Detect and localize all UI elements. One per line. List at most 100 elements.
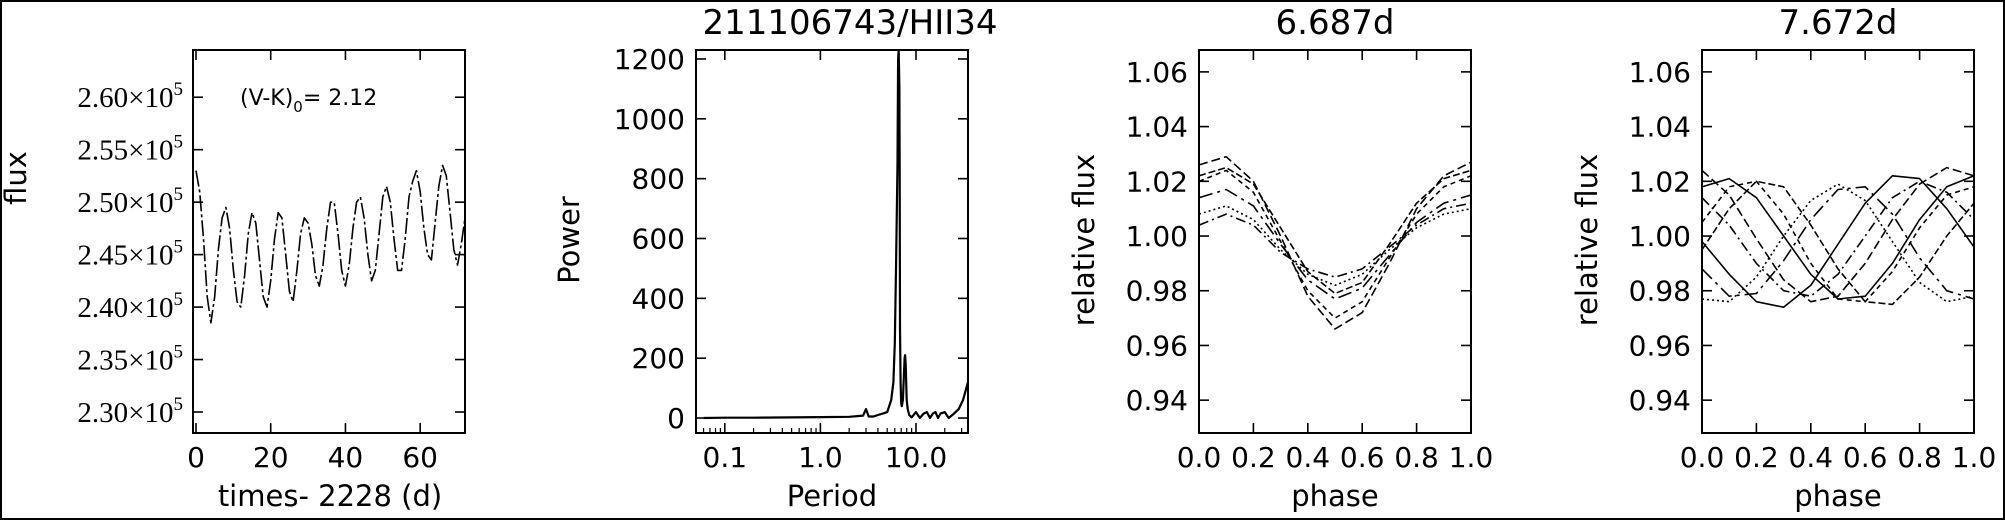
x-tick-label: 0.8 (1897, 441, 1942, 474)
y-tick-label: 0.94 (1629, 384, 1691, 417)
x-tick-label: 1.0 (798, 441, 843, 474)
y-tick-label: 1000 (614, 103, 685, 136)
plot-frame (192, 49, 466, 434)
y-tick-exponent: 5 (174, 289, 184, 310)
light-curve-panel: 0 20 40 602.30×1052.35×1052.40×1052.45×1052… (0, 49, 466, 513)
x-axis-label: Period (787, 479, 877, 513)
x-tick-label: 0.1 (703, 441, 748, 474)
x-tick-label: 0.0 (1177, 441, 1222, 474)
y-tick-label: 2.40×105 (77, 289, 183, 324)
y-tick-label: 800 (632, 163, 685, 196)
y-tick-label: 1.04 (1629, 111, 1691, 144)
annotation-main: (V-K) (240, 86, 293, 111)
series-group (703, 50, 968, 420)
y-axis-label: relative flux (1067, 154, 1101, 326)
y-tick-label: 2.45×105 (77, 237, 183, 272)
x-tick-label: 60 (402, 441, 438, 474)
x-tick-label: 0.2 (1231, 441, 1276, 474)
y-tick-label: 2.35×105 (77, 342, 183, 377)
y-tick-label: 200 (632, 342, 685, 375)
y-tick-label: 2.55×105 (77, 132, 183, 167)
y-tick-mantissa: 2.40×10 (77, 292, 173, 324)
y-tick-label: 400 (632, 282, 685, 315)
x-tick-label: 10.0 (885, 441, 947, 474)
annotation-subscript: 0 (293, 98, 303, 116)
y-tick-label: 1.06 (1126, 56, 1188, 89)
x-axis-label: phase (1291, 479, 1379, 513)
y-tick-exponent: 5 (174, 394, 184, 415)
y-tick-label: 1.02 (1126, 165, 1188, 198)
data-series-line (1199, 169, 1471, 319)
data-series-line (1199, 202, 1471, 278)
y-tick-label: 1.00 (1629, 220, 1691, 253)
x-tick-label: 0.6 (1340, 441, 1385, 474)
chart-title: 7.672d (1779, 3, 1898, 43)
x-tick-label: 40 (328, 441, 364, 474)
x-tick-label: 1.0 (1952, 441, 1997, 474)
y-tick-exponent: 5 (174, 132, 184, 153)
data-series-line (1702, 183, 1974, 303)
data-series-line (1702, 186, 1974, 300)
y-tick-mantissa: 2.50×10 (77, 187, 173, 219)
y-tick-label: 0.98 (1629, 275, 1691, 308)
x-tick-label: 1.0 (1449, 441, 1494, 474)
y-tick-label: 1.06 (1629, 56, 1691, 89)
plot-frame (695, 49, 969, 434)
x-tick-label: 0.4 (1286, 441, 1331, 474)
data-series-line (1199, 188, 1471, 300)
y-tick-label: 0.96 (1629, 329, 1691, 362)
series-group (195, 164, 465, 324)
y-tick-mantissa: 2.30×10 (77, 397, 173, 429)
data-series-line (1199, 205, 1471, 287)
y-tick-label: 0.98 (1126, 275, 1188, 308)
y-tick-label: 1200 (614, 43, 685, 76)
plot-frame (1198, 49, 1472, 434)
y-axis-label: relative flux (1570, 154, 1604, 326)
series-group (1199, 155, 1471, 330)
y-tick-mantissa: 2.35×10 (77, 345, 173, 377)
y-tick-label: 1.02 (1629, 165, 1691, 198)
y-tick-mantissa: 2.45×10 (77, 240, 173, 272)
x-tick-label: 0.6 (1843, 441, 1888, 474)
x-tick-label: 0.0 (1680, 441, 1725, 474)
data-series-line (1199, 155, 1471, 330)
data-series-line (1702, 175, 1974, 309)
y-tick-label: 2.60×105 (77, 79, 183, 114)
plot-frame (1701, 49, 1975, 434)
data-series-line (1702, 166, 1974, 303)
x-tick-label: 0.4 (1789, 441, 1834, 474)
y-tick-mantissa: 2.55×10 (77, 135, 173, 167)
y-tick-label: 0 (667, 402, 685, 435)
series-group (1702, 166, 1974, 309)
y-tick-exponent: 5 (174, 79, 184, 100)
data-series-line (195, 164, 465, 324)
phase-fold-panel-1: 0.0 0.2 0.4 0.6 0.8 1.0 0.94 0.96 0.98 1.00 1.02 1.… (1067, 3, 1493, 513)
y-tick-exponent: 5 (174, 184, 184, 205)
y-tick-exponent: 5 (174, 237, 184, 258)
data-series-line (1199, 166, 1471, 295)
x-tick-label: 20 (253, 441, 289, 474)
y-tick-label: 600 (632, 223, 685, 256)
x-tick-label: 0 (187, 441, 205, 474)
data-series-line (1702, 175, 1974, 300)
y-axis-label: Power (552, 196, 586, 284)
y-tick-exponent: 5 (174, 342, 184, 363)
x-tick-label: 0.2 (1734, 441, 1779, 474)
x-tick-label: 0.8 (1394, 441, 1439, 474)
y-tick-mantissa: 2.60×10 (77, 82, 173, 114)
x-axis-label: phase (1794, 479, 1882, 513)
data-series-line (703, 50, 968, 420)
y-tick-label: 0.96 (1126, 329, 1188, 362)
chart-title: 6.687d (1276, 3, 1395, 43)
phase-fold-panel-2: 0.0 0.2 0.4 0.6 0.8 1.0 0.94 0.96 0.98 1.00 1.02 1.… (1570, 3, 1996, 513)
y-tick-label: 2.30×105 (77, 394, 183, 429)
periodogram-panel: 0.1 1.0 10.0 0 200 400 600 800 1000 1200 Period Pow… (552, 3, 998, 513)
y-tick-label: 2.50×105 (77, 184, 183, 219)
chart-title: 211106743/HII34 (702, 3, 997, 43)
x-axis-label: times- 2228 (d) (218, 479, 442, 513)
y-tick-label: 1.04 (1126, 111, 1188, 144)
annotation-value: = 2.12 (303, 86, 377, 111)
y-tick-label: 1.00 (1126, 220, 1188, 253)
y-tick-label: 0.94 (1126, 384, 1188, 417)
